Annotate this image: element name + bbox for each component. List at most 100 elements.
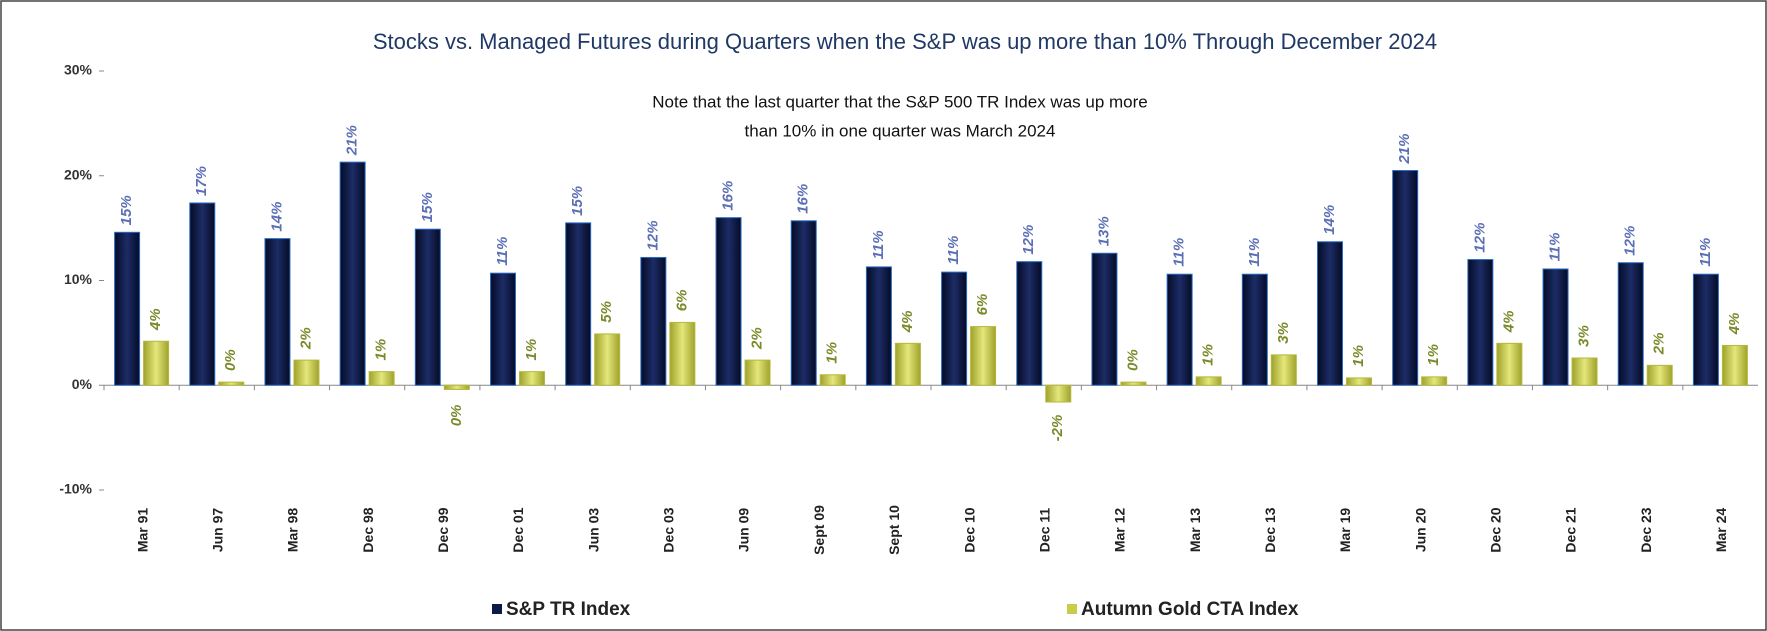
bar	[1542, 268, 1569, 386]
legend-swatch	[1067, 604, 1077, 614]
value-label: 14%	[1321, 205, 1338, 235]
value-label: 2%	[1651, 333, 1668, 356]
value-label: 21%	[344, 125, 361, 156]
bar	[264, 238, 291, 386]
value-label: 15%	[118, 195, 135, 225]
x-tick-label: Mar 19	[1337, 508, 1353, 553]
value-label: 6%	[974, 294, 991, 316]
x-tick-label: Dec 23	[1638, 507, 1654, 552]
bar	[941, 271, 968, 386]
value-label: 6%	[673, 290, 690, 312]
bar	[1166, 273, 1193, 386]
value-label: 2%	[749, 327, 766, 350]
legend-label: S&P TR Index	[506, 599, 631, 620]
value-label: 3%	[1275, 322, 1292, 344]
x-tick-label: Mar 12	[1112, 508, 1128, 553]
value-label: 0%	[448, 405, 465, 427]
value-label: 13%	[1095, 216, 1112, 246]
value-label: 12%	[1471, 223, 1488, 253]
legend-swatch	[492, 604, 502, 614]
bar	[114, 231, 141, 386]
bar	[1692, 273, 1719, 386]
bar	[1721, 344, 1748, 386]
annotation: Note that the last quarter that the S&P …	[652, 92, 1148, 111]
x-tick-label: Dec 21	[1563, 507, 1579, 552]
value-label: 4%	[147, 308, 164, 331]
bar	[443, 384, 470, 390]
bar	[189, 202, 216, 386]
value-label: 0%	[222, 349, 239, 371]
bar	[414, 228, 441, 386]
bar	[1091, 252, 1118, 386]
bar	[715, 217, 742, 386]
bar	[143, 340, 170, 386]
bar	[1467, 259, 1494, 386]
value-label: 16%	[720, 181, 737, 211]
x-tick-label: Jun 09	[736, 508, 752, 553]
value-label: 11%	[870, 230, 887, 259]
bar	[1646, 364, 1673, 386]
value-label: -2%	[1049, 415, 1066, 442]
value-label: 4%	[1726, 313, 1743, 336]
x-tick-label: Jun 97	[209, 508, 225, 553]
x-tick-label: Dec 99	[435, 507, 451, 552]
bar	[1045, 384, 1072, 403]
value-label: 11%	[494, 237, 511, 266]
value-label: 11%	[1246, 238, 1263, 267]
bar	[744, 359, 771, 386]
bar	[1120, 381, 1147, 386]
x-tick-label: Jun 03	[585, 508, 601, 553]
value-label: 11%	[1547, 233, 1564, 262]
bar	[565, 222, 592, 386]
value-label: 0%	[1124, 349, 1141, 371]
bar	[1421, 376, 1448, 386]
value-label: 1%	[1350, 345, 1367, 367]
x-tick-label: Dec 10	[961, 507, 977, 552]
value-label: 17%	[193, 166, 210, 196]
value-label: 1%	[824, 342, 841, 364]
y-tick-label: -10%	[59, 481, 92, 497]
value-label: 16%	[795, 184, 812, 214]
value-label: 4%	[1500, 311, 1517, 334]
bar	[339, 161, 366, 386]
value-label: 14%	[268, 202, 285, 232]
x-tick-label: Dec 01	[510, 507, 526, 552]
bar	[1346, 377, 1372, 386]
bar	[1317, 241, 1343, 386]
value-label: 1%	[1200, 344, 1217, 366]
bar	[218, 381, 245, 386]
x-tick-label: Jun 20	[1412, 508, 1428, 553]
y-tick-label: 30%	[64, 62, 93, 78]
bar	[669, 321, 696, 386]
bar	[1195, 376, 1222, 386]
value-label: 4%	[899, 311, 916, 334]
bar	[1241, 273, 1268, 386]
value-label: 12%	[644, 220, 661, 250]
bar	[640, 256, 667, 386]
x-tick-label: Sept 10	[886, 505, 902, 555]
value-label: 15%	[419, 192, 436, 222]
bar	[1617, 262, 1644, 386]
value-label: 1%	[373, 339, 390, 361]
value-label: 15%	[569, 186, 586, 216]
bar	[1392, 170, 1419, 386]
value-label: 12%	[1622, 226, 1639, 256]
x-tick-label: Mar 24	[1713, 508, 1729, 553]
bar	[865, 266, 892, 386]
bar	[970, 326, 997, 386]
value-label: 12%	[1020, 225, 1037, 255]
x-tick-label: Dec 13	[1262, 507, 1278, 552]
x-tick-label: Dec 11	[1036, 508, 1052, 553]
x-tick-label: Mar 98	[285, 508, 301, 553]
x-tick-label: Dec 98	[360, 507, 376, 552]
x-tick-label: Mar 13	[1187, 508, 1203, 553]
y-tick-label: 10%	[64, 271, 93, 287]
bar	[894, 342, 921, 386]
x-tick-label: Sept 09	[811, 505, 827, 555]
value-label: 11%	[1171, 238, 1188, 267]
x-tick-label: Dec 03	[661, 507, 677, 552]
bar	[368, 371, 395, 386]
bar	[490, 272, 516, 386]
value-label: 11%	[1697, 238, 1714, 267]
